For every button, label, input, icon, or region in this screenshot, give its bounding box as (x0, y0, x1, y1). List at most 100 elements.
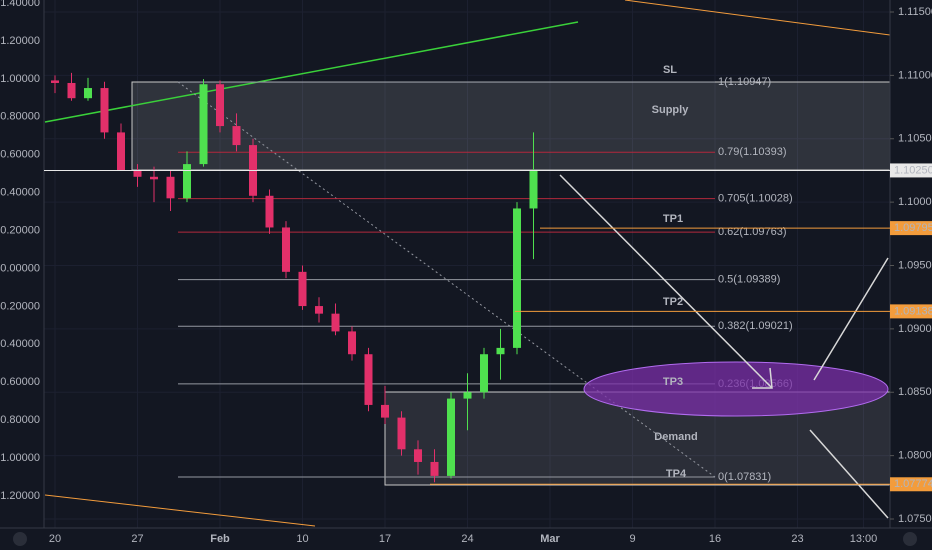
y2-tick-label: 0.20000 (0, 224, 40, 236)
arrow (813, 257, 889, 381)
candle-body (117, 132, 125, 171)
candle-body (100, 88, 109, 133)
x-tick-label: 13:00 (850, 533, 878, 545)
y2-tick-label: 0.00000 (0, 262, 40, 274)
y-tick-label: 1.07500 (898, 513, 932, 525)
x-tick-label: 16 (709, 533, 721, 545)
price-marker (890, 477, 932, 492)
price-marker-label: 1.10250 (894, 164, 932, 176)
trend-line (44, 21, 579, 123)
candle-body (84, 88, 92, 99)
candle-body (298, 271, 307, 307)
candle-body (331, 313, 340, 332)
candle-body (496, 347, 505, 355)
arrow-head (752, 367, 773, 389)
candle-body (513, 208, 521, 348)
x-tick-label: 10 (296, 533, 308, 545)
y2-tick-label: -0.60000 (0, 376, 40, 388)
x-tick-label: Mar (540, 533, 560, 545)
x-tick-label: 24 (461, 533, 473, 545)
candle-body (199, 84, 208, 165)
timezone-button[interactable] (13, 532, 27, 546)
price-marker (890, 221, 932, 236)
y2-tick-label: 1.20000 (0, 35, 40, 47)
y2-tick-label: -1.20000 (0, 490, 40, 502)
y2-tick-label: -0.80000 (0, 414, 40, 426)
y-tick-label: 1.11000 (898, 69, 932, 81)
fib-label: 0.5(1.09389) (718, 273, 780, 285)
y-tick-label: 1.08500 (898, 386, 932, 398)
candle-body (480, 354, 488, 393)
fib-label: 0.79(1.10393) (718, 146, 787, 158)
candle-body (315, 306, 323, 314)
y2-tick-label: 1.40000 (0, 0, 40, 9)
annotation: TP4 (666, 468, 687, 480)
annotation: Demand (654, 431, 697, 443)
price-marker-label: 1.07774 (894, 478, 932, 490)
channel-line (624, 0, 891, 36)
annotation: TP2 (663, 296, 683, 308)
candle-body (430, 461, 439, 476)
fib-label: 0.62(1.09763) (718, 226, 787, 238)
candle-body (216, 84, 224, 127)
annotation: TP3 (663, 376, 683, 388)
fib-trend (177, 81, 716, 478)
candle-body (529, 170, 538, 209)
x-tick-label: Feb (210, 533, 230, 545)
price-marker (890, 304, 932, 319)
fib-label: 1(1.10947) (718, 76, 771, 88)
x-tick-label: 23 (791, 533, 803, 545)
candle-body (447, 398, 455, 476)
candle-body (414, 449, 422, 462)
y2-tick-label: 0.80000 (0, 111, 40, 123)
y2-tick-label: 1.00000 (0, 73, 40, 85)
arrow (809, 429, 889, 519)
y2-tick-label: 0.60000 (0, 149, 40, 161)
target-ellipse (583, 361, 889, 417)
auto-scale-button[interactable] (903, 532, 917, 546)
y-tick-label: 1.09000 (898, 323, 932, 335)
candle-body (364, 354, 373, 405)
candle-body (150, 176, 158, 180)
y2-tick-label: -1.00000 (0, 452, 40, 464)
annotation: Supply (652, 104, 690, 116)
y2-tick-label: 0.40000 (0, 187, 40, 199)
y2-tick-label: -0.20000 (0, 300, 40, 312)
channel-line (44, 494, 316, 527)
candle-body (265, 195, 274, 228)
x-tick-label: 17 (379, 533, 391, 545)
fib-label: 0.382(1.09021) (718, 320, 793, 332)
candle-body (166, 176, 175, 199)
y-tick-label: 1.10000 (898, 196, 932, 208)
candle-body (183, 164, 191, 199)
candle-body (463, 392, 472, 399)
y-tick-label: 1.09500 (898, 259, 932, 271)
supply-zone (131, 81, 891, 171)
candle-body (348, 331, 356, 355)
y-tick-label: 1.10500 (898, 133, 932, 145)
price-marker-label: 1.09795 (894, 222, 932, 234)
candle-body (381, 404, 389, 418)
candle-body (397, 417, 406, 450)
candle-body (133, 170, 142, 177)
y-tick-label: 1.11500 (898, 6, 932, 18)
annotation: TP1 (663, 213, 683, 225)
fib-label: 0.705(1.10028) (718, 192, 793, 204)
arrow (559, 174, 773, 389)
fib-label: 0(1.07831) (718, 471, 771, 483)
annotations: SL Supply TP1 TP2 TP3 Demand TP4 (652, 64, 698, 480)
grid (44, 0, 890, 528)
candle-body (67, 82, 76, 99)
annotation: SL (663, 64, 677, 76)
candle-body (232, 126, 241, 146)
candle-body (51, 80, 59, 83)
x-tick-label: 27 (131, 533, 143, 545)
x-tick-label: 20 (49, 533, 61, 545)
candles (51, 72, 538, 483)
x-tick-label: 9 (629, 533, 635, 545)
y-tick-label: 1.08000 (898, 450, 932, 462)
